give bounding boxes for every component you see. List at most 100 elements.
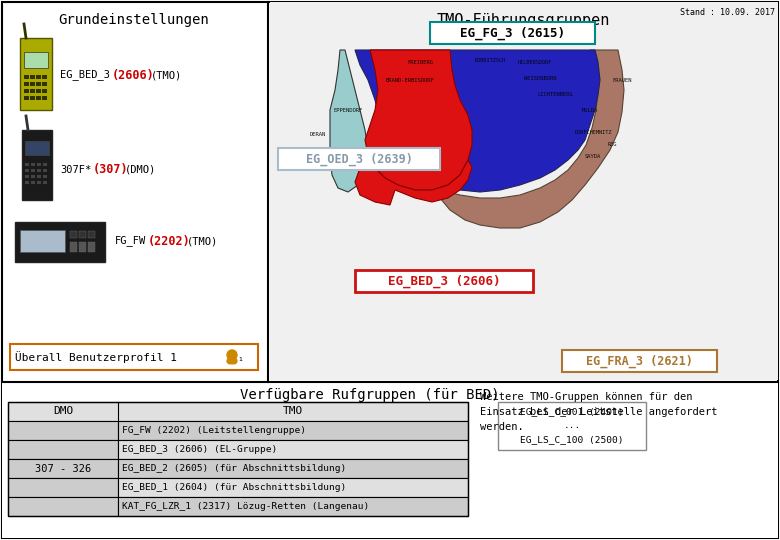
Bar [88,242,95,252]
Bar [42,96,47,100]
Bar [70,242,77,252]
Text: 307 - 326: 307 - 326 [35,463,91,474]
Bar [118,497,468,516]
FancyBboxPatch shape [10,344,258,370]
Text: EG_BED_1 (2604) (für Abschnittsbildung): EG_BED_1 (2604) (für Abschnittsbildung) [122,483,346,492]
Bar [70,231,77,238]
Bar [43,180,47,184]
Bar [43,174,47,178]
Text: Verfügbare Rufgruppen (für BED): Verfügbare Rufgruppen (für BED) [240,388,500,402]
Bar [88,231,95,238]
Bar [8,478,118,497]
Bar [270,2,778,380]
Bar [24,89,29,93]
Text: Weitere TMO-Gruppen können für den
Einsatz bei der Leitstelle angefordert
werden: Weitere TMO-Gruppen können für den Einsa… [480,392,718,431]
Bar [43,168,47,172]
Text: ₁: ₁ [238,353,242,363]
Bar [118,459,468,478]
Bar [30,96,35,100]
Bar [8,440,118,459]
Text: EG_OED_3 (2639): EG_OED_3 (2639) [306,152,413,166]
Polygon shape [365,50,472,190]
Text: HILBERSDORF: HILBERSDORF [518,59,552,64]
Text: EG_FG_3 (2615): EG_FG_3 (2615) [459,26,565,39]
Text: SAYDA: SAYDA [585,154,601,159]
Text: DREI-
HARTMANNS-
DORF: DREI- HARTMANNS- DORF [379,147,410,163]
Bar [8,459,118,478]
Bar [118,478,468,497]
Text: FG_FW: FG_FW [115,235,147,246]
Polygon shape [355,50,600,192]
Bar [15,222,105,262]
Bar [24,75,29,79]
Bar [20,38,52,110]
Circle shape [227,350,237,360]
Text: BRAND-ERBISDORF: BRAND-ERBISDORF [385,78,434,83]
Text: MULDA: MULDA [582,107,598,112]
Text: EG_FRA_3 (2621): EG_FRA_3 (2621) [586,354,693,368]
Bar [118,421,468,440]
Bar [24,96,29,100]
Text: REG: REG [608,143,617,147]
Text: BOBRITZSCH: BOBRITZSCH [474,57,505,63]
Text: FREIBERG: FREIBERG [407,59,433,64]
Bar [36,89,41,93]
Bar [25,174,29,178]
Text: EG_BED_3: EG_BED_3 [60,70,110,80]
FancyBboxPatch shape [498,402,646,450]
Text: ...: ... [563,422,580,430]
Text: DERAN: DERAN [310,132,326,138]
Bar [42,89,47,93]
Bar [37,168,41,172]
Bar [36,82,41,86]
Bar [2,382,778,538]
Polygon shape [355,155,472,205]
Bar [31,174,35,178]
Bar [22,130,52,200]
Bar [30,75,35,79]
Text: FRAUEN: FRAUEN [612,78,632,83]
Bar [79,231,86,238]
Text: TMO-Führungsgruppen: TMO-Führungsgruppen [436,13,610,28]
Bar [37,174,41,178]
Text: EG_BED_3 (2606) (EL-Gruppe): EG_BED_3 (2606) (EL-Gruppe) [122,445,277,454]
Text: EPPENDORF: EPPENDORF [333,107,363,112]
Polygon shape [330,50,368,192]
Bar [118,440,468,459]
Bar [37,180,41,184]
Text: EG_BED_3 (2606): EG_BED_3 (2606) [388,274,500,288]
Bar [37,163,41,166]
Text: EG_LS_C_001 (2401): EG_LS_C_001 (2401) [520,408,624,416]
Text: FG_FW (2202) (Leitstellengruppe): FG_FW (2202) (Leitstellengruppe) [122,426,306,435]
Text: EG_LS_C_100 (2500): EG_LS_C_100 (2500) [520,435,624,444]
Text: (DMO): (DMO) [125,165,156,175]
Bar [8,497,118,516]
Bar [8,421,118,440]
Bar [24,82,29,86]
Bar [8,402,468,516]
FancyBboxPatch shape [355,270,533,292]
Bar [36,75,41,79]
Bar [43,163,47,166]
Bar [42,75,47,79]
Bar [30,89,35,93]
FancyBboxPatch shape [562,350,717,372]
Bar [25,163,29,166]
Bar [24,52,48,68]
Text: DORFCHEMNITZ: DORFCHEMNITZ [574,130,612,134]
Text: EG_BED_2 (2605) (für Abschnittsbildung): EG_BED_2 (2605) (für Abschnittsbildung) [122,464,346,473]
Text: (2202): (2202) [147,234,190,247]
Text: Grundeinstellungen: Grundeinstellungen [58,13,209,27]
Text: TMO: TMO [283,407,303,416]
Polygon shape [440,50,624,228]
Text: KAT_FG_LZR_1 (2317) Lözug-Retten (Langenau): KAT_FG_LZR_1 (2317) Lözug-Retten (Langen… [122,502,369,511]
Text: WEISENBORN: WEISENBORN [523,76,556,80]
Text: (TMO): (TMO) [151,70,183,80]
Bar [25,141,49,155]
Bar [31,180,35,184]
Bar [30,82,35,86]
Text: (2606): (2606) [112,69,154,82]
Bar [25,180,29,184]
Text: DMO: DMO [53,407,73,416]
Bar [42,82,47,86]
